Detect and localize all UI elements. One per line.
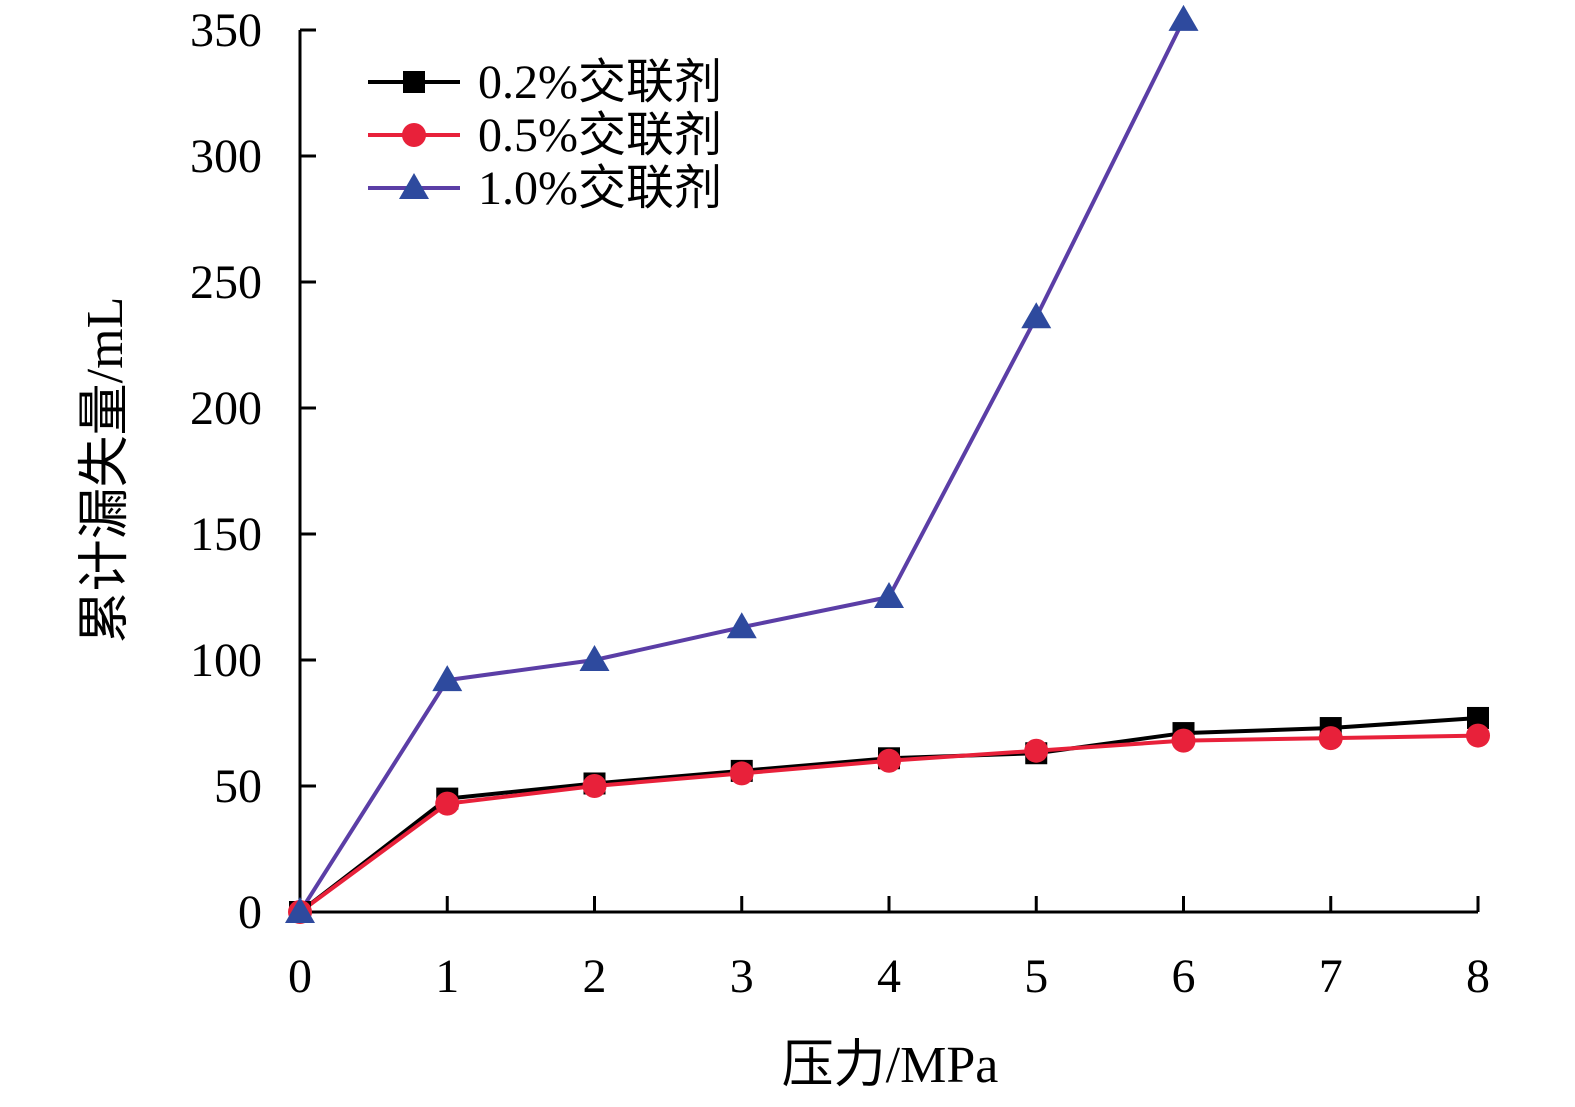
data-point-series-3 xyxy=(285,897,315,923)
legend-label-2: 0.5%交联剂 xyxy=(478,109,722,162)
legend-marker-3 xyxy=(399,173,429,199)
y-tick-label: 350 xyxy=(190,4,262,57)
legend-marker-1 xyxy=(403,71,425,93)
y-tick-label: 300 xyxy=(190,130,262,183)
y-ticks: 0 50 100 150 200 250 300 350 xyxy=(190,4,316,939)
legend-label-3: 1.0%交联剂 xyxy=(478,162,722,215)
data-point-series-3 xyxy=(579,645,610,671)
x-tick-label: 4 xyxy=(877,950,901,1003)
x-tick-label: 0 xyxy=(288,950,312,1003)
data-point-series-3 xyxy=(432,665,463,692)
data-point-series-1 xyxy=(1467,706,1489,729)
x-axis-title: 压力/MPa xyxy=(782,1037,999,1094)
data-point-series-2 xyxy=(729,761,754,786)
data-point-series-2 xyxy=(1466,723,1490,748)
y-tick-label: 250 xyxy=(190,256,262,309)
data-point-series-2 xyxy=(1318,726,1343,751)
series-line-1 xyxy=(298,715,1479,914)
x-tick-label: 3 xyxy=(730,950,754,1003)
data-point-series-3 xyxy=(1168,4,1199,31)
y-tick-label: 0 xyxy=(238,886,262,939)
data-point-series-2 xyxy=(435,791,460,816)
series-markers xyxy=(285,4,1490,924)
data-point-series-2 xyxy=(1171,728,1196,753)
x-tick-label: 5 xyxy=(1024,950,1048,1003)
y-tick-label: 150 xyxy=(190,508,262,561)
data-point-series-2 xyxy=(1024,738,1049,763)
legend-label-1: 0.2%交联剂 xyxy=(478,56,722,109)
data-point-series-2 xyxy=(877,748,901,773)
data-point-series-3 xyxy=(1021,302,1052,329)
x-tick-label: 8 xyxy=(1466,950,1490,1003)
y-tick-label: 50 xyxy=(214,760,262,813)
y-tick-label: 100 xyxy=(190,634,262,687)
data-point-series-3 xyxy=(726,612,757,639)
y-tick-label: 200 xyxy=(190,382,262,435)
x-tick-label: 7 xyxy=(1319,950,1343,1003)
legend-marker-2 xyxy=(402,123,426,147)
series-lines xyxy=(298,19,1479,914)
x-tick-label: 6 xyxy=(1172,950,1196,1003)
axes: 0 50 100 150 200 250 300 350 0 1 2 3 4 5 6 7 8 xyxy=(190,4,1490,1003)
y-axis-title: 累计漏失量/mL xyxy=(77,297,134,644)
data-point-series-3 xyxy=(874,582,904,608)
x-tick-label: 2 xyxy=(583,950,607,1003)
x-tick-label: 1 xyxy=(435,950,459,1003)
data-point-series-2 xyxy=(582,774,607,798)
